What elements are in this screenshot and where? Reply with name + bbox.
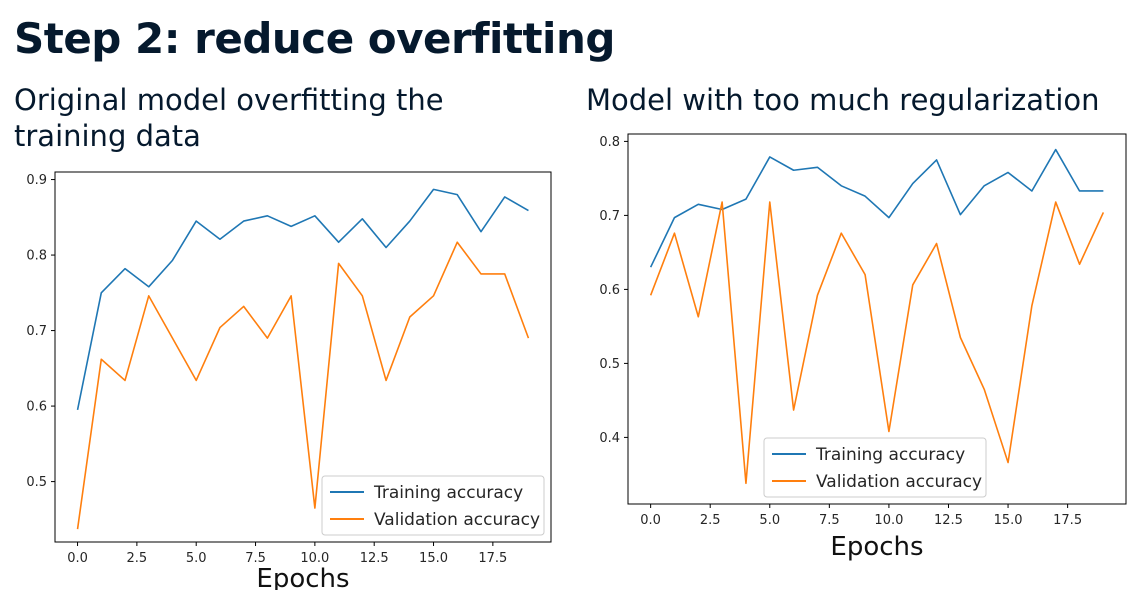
left-ytick-label: 0.7 bbox=[26, 324, 47, 339]
left-xtick-label: 10.0 bbox=[300, 551, 329, 566]
left-ytick-label: 0.6 bbox=[26, 400, 47, 415]
right-xtick-label: 15.0 bbox=[994, 513, 1023, 528]
right-xtick-label: 2.5 bbox=[700, 513, 721, 528]
left-xtick-label: 2.5 bbox=[127, 551, 148, 566]
left-series-validation-line bbox=[76, 241, 530, 530]
left-chart-title: Original model overfitting the training … bbox=[14, 83, 444, 153]
right-series-training-line bbox=[649, 148, 1104, 268]
left-accuracy-chart: 0.5 0.6 0.7 0.8 0.9 0.0 2.5 5.0 7.5 10.0 12.5 15.0 1… bbox=[26, 171, 552, 590]
left-plot-frame bbox=[54, 171, 552, 543]
right-legend-box bbox=[763, 437, 987, 498]
right-xtick-label: 10.0 bbox=[874, 513, 903, 528]
right-accuracy-chart: 0.4 0.5 0.6 0.7 0.8 0.0 2.5 5.0 7.5 10.0 12.5 15.0 1… bbox=[599, 133, 1127, 562]
right-x-axis-label: Epochs bbox=[830, 532, 923, 562]
right-xtick-label: 17.5 bbox=[1053, 513, 1082, 528]
left-x-axis-label: Epochs bbox=[256, 564, 349, 590]
slide-title: Step 2: reduce overfitting bbox=[14, 14, 615, 63]
left-xtick-label: 7.5 bbox=[245, 551, 266, 566]
right-xtick-label: 7.5 bbox=[819, 513, 840, 528]
right-legend-label-training: Training accuracy bbox=[815, 445, 965, 465]
left-xtick-label: 17.5 bbox=[478, 551, 507, 566]
left-xtick-label: 0.0 bbox=[67, 551, 88, 566]
left-legend-label-validation: Validation accuracy bbox=[374, 510, 540, 530]
right-series-validation-line bbox=[649, 201, 1105, 485]
right-ytick-label: 0.5 bbox=[599, 357, 620, 372]
left-legend-box bbox=[321, 475, 545, 536]
right-chart-title: Model with too much regularization bbox=[586, 83, 1100, 117]
left-legend-label-training: Training accuracy bbox=[373, 483, 523, 503]
right-ytick-label: 0.6 bbox=[599, 283, 620, 298]
left-series-training-line bbox=[76, 188, 529, 411]
left-xtick-label: 12.5 bbox=[360, 551, 389, 566]
left-xtick-label: 15.0 bbox=[419, 551, 448, 566]
right-xtick-label: 12.5 bbox=[934, 513, 963, 528]
left-xtick-label: 5.0 bbox=[186, 551, 207, 566]
right-xtick-label: 0.0 bbox=[640, 513, 661, 528]
left-ytick-label: 0.9 bbox=[26, 173, 47, 188]
right-legend-label-validation: Validation accuracy bbox=[816, 472, 982, 492]
right-ytick-label: 0.4 bbox=[599, 431, 620, 446]
right-ytick-label: 0.7 bbox=[599, 209, 620, 224]
left-ytick-label: 0.5 bbox=[26, 475, 47, 490]
right-xtick-label: 5.0 bbox=[759, 513, 780, 528]
right-ytick-label: 0.8 bbox=[599, 135, 620, 150]
left-ytick-label: 0.8 bbox=[26, 249, 47, 264]
right-plot-frame bbox=[627, 133, 1127, 505]
